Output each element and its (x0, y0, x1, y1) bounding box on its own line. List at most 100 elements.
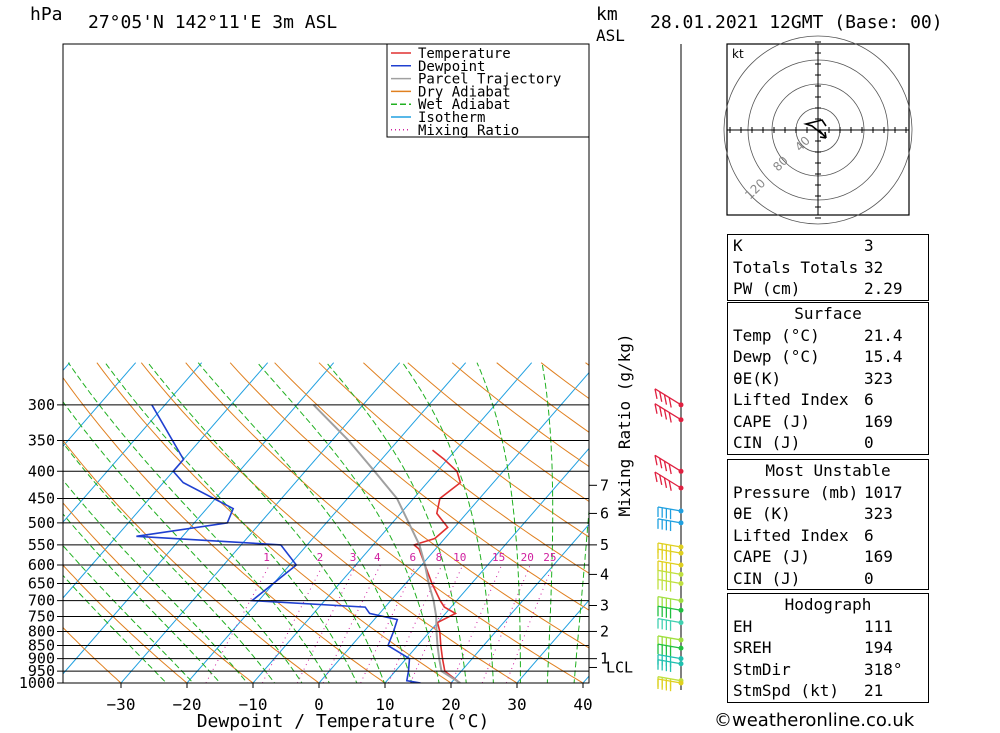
wind-barb-staff (657, 548, 682, 554)
wind-barb (657, 569, 682, 583)
pressure-tick-label: 750 (28, 608, 55, 626)
location-label: 27°05'N 142°11'E 3m ASL (88, 12, 338, 33)
most-unstable-row: CIN (J) 0 (728, 568, 928, 590)
most-unstable-row-label: Lifted Index (733, 525, 849, 545)
most-unstable-title: Most Unstable (765, 461, 891, 480)
wind-barb-staff (654, 454, 682, 472)
storm-motion-arrow (818, 129, 827, 139)
wind-barb-flag (659, 391, 663, 402)
height-ref-label: ASL (596, 26, 625, 45)
wind-barb-staff (657, 643, 682, 649)
wind-barb-flag (663, 394, 668, 405)
wind-barb (657, 643, 682, 657)
legend-entry: Wet Adiabat (418, 97, 511, 113)
surface-row-value: 0 (864, 433, 874, 452)
hodograph-ring (723, 35, 913, 225)
dry-adiabat-line (941, 363, 1000, 695)
mixing-ratio-line (261, 564, 324, 683)
wet-adiabat-line (104, 362, 358, 683)
mixing-ratio-label: 25 (543, 551, 556, 564)
surface-row: CAPE (J) 169 (728, 411, 928, 433)
mixing-ratio-line (360, 564, 417, 683)
legend-entry: Dewpoint (418, 59, 485, 75)
surface-row: Dewp (°C) 15.4 (728, 346, 928, 368)
legend-box (386, 43, 590, 138)
wind-barb (654, 388, 682, 408)
wind-barb-staff (654, 471, 682, 489)
dry-adiabat-line (318, 362, 589, 574)
pressure-tick-label: 450 (28, 490, 55, 508)
pressure-tick-label: 350 (28, 431, 55, 449)
temperature-tick-label: 30 (507, 695, 526, 714)
hodograph-stats-panel: Hodograph EH 111 SREH 194 StmDir 318° StmSpd (… (727, 593, 929, 703)
temperature-tick-label: −30 (107, 695, 136, 714)
temperature-tick-label: 10 (375, 695, 394, 714)
mixing-ratio-label: 3 (350, 551, 357, 564)
dry-adiabat-line (407, 362, 589, 503)
wind-barb-flag (668, 480, 672, 491)
hodograph-stat-row-value: 318° (864, 659, 903, 679)
mixing-ratio-label: 15 (492, 551, 505, 564)
isotherm-line (252, 362, 533, 683)
hodograph-stat-row: EH 111 (728, 616, 928, 638)
pressure-tick-label: 300 (28, 396, 55, 414)
pressure-tick-label: 900 (28, 650, 55, 668)
legend-entry: Mixing Ratio (418, 123, 519, 139)
surface-row-label: Temp (°C) (733, 325, 820, 345)
wind-barb-staff (657, 654, 682, 660)
series-parcel-trajectory (312, 404, 461, 683)
wind-barb-staff (657, 560, 682, 566)
height-tick-label: 3 (600, 596, 609, 614)
most-unstable-panel: Most Unstable Pressure (mb) 1017 θE (K) 323… (727, 459, 929, 590)
mixing-ratio-line (322, 564, 381, 683)
height-tick-label: 4 (600, 565, 609, 583)
index-row-label: PW (cm) (733, 279, 801, 298)
wet-adiabat-line (63, 401, 303, 683)
surface-row-label: CIN (J) (733, 433, 801, 452)
pressure-tick-label: 650 (28, 574, 55, 592)
wind-barb-flag (668, 412, 672, 423)
mixing-ratio-label: 10 (453, 551, 466, 564)
hodograph-stat-row: SREH 194 (728, 637, 928, 659)
most-unstable-row-value: 0 (864, 568, 874, 588)
legend-entry: Dry Adiabat (418, 84, 511, 100)
most-unstable-row: θE (K) 323 (728, 503, 928, 525)
hodograph-stat-row: StmDir 318° (728, 659, 928, 681)
legend-entry: Temperature (418, 46, 511, 62)
most-unstable-row-value: 323 (864, 504, 893, 523)
hodograph-stat-row-value: 194 (864, 638, 893, 657)
wind-barb (654, 471, 682, 491)
dry-adiabat-line (363, 362, 589, 538)
wind-barb-staff (657, 635, 682, 641)
mixing-ratio-axis-label: Mixing Ratio (g/kg) (615, 333, 634, 516)
wind-barb (657, 678, 682, 692)
wind-barb-flag (668, 397, 672, 408)
wind-barb-staff (657, 506, 682, 512)
wind-barb-staff (657, 518, 682, 524)
wind-barb (657, 605, 682, 619)
hodograph-stat-row-label: StmDir (733, 659, 791, 679)
pressure-tick-label: 600 (28, 556, 55, 574)
most-unstable-row-value: 169 (864, 547, 893, 566)
wind-barb (657, 548, 682, 562)
wind-barb-staff (657, 617, 682, 624)
most-unstable-row: Pressure (mb) 1017 (728, 482, 928, 504)
mixing-ratio-label: 2 (317, 551, 324, 564)
index-row-value: 2.29 (864, 279, 903, 298)
isotherm-line (516, 599, 589, 683)
wind-barb (657, 617, 682, 631)
wind-barb (657, 595, 682, 609)
dry-adiabat-line (985, 363, 1000, 695)
surface-row-label: θE(K) (733, 368, 782, 388)
isotherm-line (318, 371, 589, 683)
isotherm-line (63, 362, 137, 447)
isotherm-line (450, 523, 589, 683)
dry-adiabat-line (63, 626, 122, 683)
wind-barb (657, 542, 682, 556)
wind-barb-staff (657, 678, 682, 684)
wind-barb-flag (659, 406, 663, 417)
temperature-tick-label: 40 (573, 695, 592, 714)
